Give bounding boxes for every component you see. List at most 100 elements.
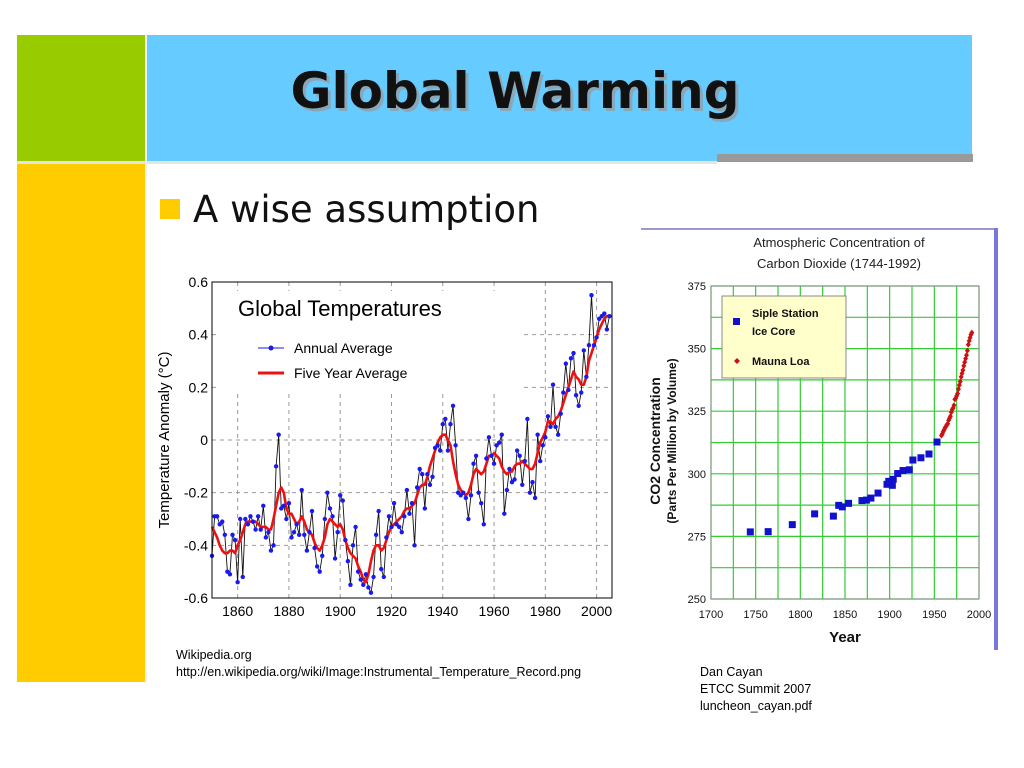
annual-legend-dot-icon <box>268 345 274 351</box>
annual-average-point <box>479 501 484 506</box>
y-tick-labels: 250 275 300 325 350 375 <box>688 281 706 606</box>
annual-average-point <box>481 522 486 527</box>
annual-average-point <box>502 511 507 516</box>
diamond-marker-icon <box>734 358 740 364</box>
annual-average-point <box>571 350 576 356</box>
annual-average-point <box>584 374 589 379</box>
annual-average-point <box>268 548 274 553</box>
x-tick-label: 1900 <box>877 609 901 621</box>
mauna-loa-point <box>955 390 961 397</box>
annual-average-point <box>373 532 379 537</box>
annual-average-point <box>335 529 340 535</box>
legend-label-five-year: Five Year Average <box>294 365 408 381</box>
annual-average-point <box>471 461 476 466</box>
annual-average-point <box>396 524 402 530</box>
x-tick-labels: 1700 1750 1800 1850 1900 1950 2000 <box>699 609 991 621</box>
y-tick-label: 0 <box>200 432 208 448</box>
mauna-loa-point <box>955 386 961 393</box>
x-tick-label: 1800 <box>788 609 812 621</box>
mauna-loa-point <box>961 362 967 369</box>
annual-average-point <box>376 508 381 514</box>
annual-average-point <box>422 506 428 511</box>
annual-average-point <box>553 424 558 430</box>
green-accent-block <box>17 35 145 161</box>
annual-average-point <box>371 574 376 580</box>
annual-average-point <box>517 453 522 458</box>
title-divider-line <box>17 161 717 164</box>
annual-average-point <box>568 356 574 361</box>
annual-average-point <box>412 543 417 548</box>
x-tick-label: 1960 <box>478 603 509 619</box>
y-axis-label: Temperature Anomaly (°C) <box>156 352 173 529</box>
legend-box <box>721 295 847 379</box>
annual-average-point <box>548 424 553 430</box>
annual-average-point <box>363 572 369 577</box>
annual-average-point <box>248 514 253 519</box>
annual-average-point <box>430 474 435 480</box>
annual-average-point <box>448 422 453 427</box>
slide-title: Global Warming <box>290 62 740 120</box>
annual-average-point <box>576 403 581 408</box>
legend-label-siple-line-2: Ice Core <box>752 326 795 338</box>
annual-average-point <box>355 569 361 574</box>
siple-ice-core-point <box>933 438 941 446</box>
mauna-loa-point <box>957 378 963 385</box>
series-layer <box>209 292 612 595</box>
annual-average-point <box>230 532 235 537</box>
mauna-loa-point <box>960 367 966 374</box>
annual-average-point <box>453 443 458 448</box>
siple-ice-core-point <box>811 510 819 518</box>
annual-average-point <box>602 311 607 316</box>
annual-average-point <box>381 574 386 580</box>
legend-item-siple: Siple Station Ice Core <box>733 308 819 338</box>
chart-title-line-1: Atmospheric Concentration of <box>753 235 925 250</box>
annual-average-point <box>540 443 545 448</box>
y-tick-label: 375 <box>688 281 706 293</box>
annual-average-point <box>409 501 415 506</box>
legend-item-mauna-loa: Mauna Loa <box>734 356 810 368</box>
annual-average-point <box>291 529 297 535</box>
bullet-text: A wise assumption <box>193 188 540 231</box>
siple-ice-core-point <box>894 470 902 478</box>
annual-average-point <box>245 522 251 527</box>
annual-average-point <box>379 566 384 572</box>
annual-average-point <box>404 487 410 493</box>
annual-average-point <box>343 537 348 543</box>
annual-average-point <box>512 477 517 482</box>
annual-average-point <box>507 466 512 472</box>
annual-average-point <box>227 572 233 577</box>
annual-average-point <box>266 529 271 535</box>
annual-average-point <box>450 403 456 408</box>
top-border <box>641 228 998 230</box>
siple-ice-core-point <box>862 496 870 504</box>
y-tick-label: 300 <box>688 469 706 481</box>
x-tick-label: 1950 <box>922 609 946 621</box>
annual-average-point <box>532 495 538 501</box>
siple-ice-core-point <box>899 467 907 475</box>
siple-ice-core-point <box>885 477 893 485</box>
global-temperatures-chart: -0.6-0.4-0.200.20.40.6 1860 1880 1900 1920 1… <box>152 270 618 620</box>
annual-average-point <box>555 432 561 437</box>
siple-ice-core-point <box>889 475 897 483</box>
x-tick-label: 1980 <box>530 603 561 619</box>
annual-average-point <box>391 501 397 506</box>
annual-average-point <box>427 482 433 487</box>
annual-average-point <box>353 524 358 530</box>
annual-average-point <box>438 448 443 453</box>
annual-average-point <box>466 516 471 522</box>
annual-average-point <box>358 577 363 582</box>
y-tick-label: -0.2 <box>184 485 208 501</box>
siple-ice-core-point <box>746 528 754 536</box>
legend-label-mauna-loa: Mauna Loa <box>752 356 810 368</box>
annual-average-point <box>563 361 569 366</box>
annual-average-point <box>543 435 548 440</box>
siple-ice-core-point <box>905 466 913 474</box>
annual-average-point <box>332 556 338 561</box>
annual-average-point <box>589 292 594 298</box>
annual-average-point <box>550 382 556 387</box>
annual-average-point <box>538 458 543 464</box>
annual-average-point <box>586 343 592 348</box>
y-tick-label: -0.4 <box>184 537 208 553</box>
annual-average-point <box>594 335 599 340</box>
y-tick-label: 0.2 <box>189 379 209 395</box>
